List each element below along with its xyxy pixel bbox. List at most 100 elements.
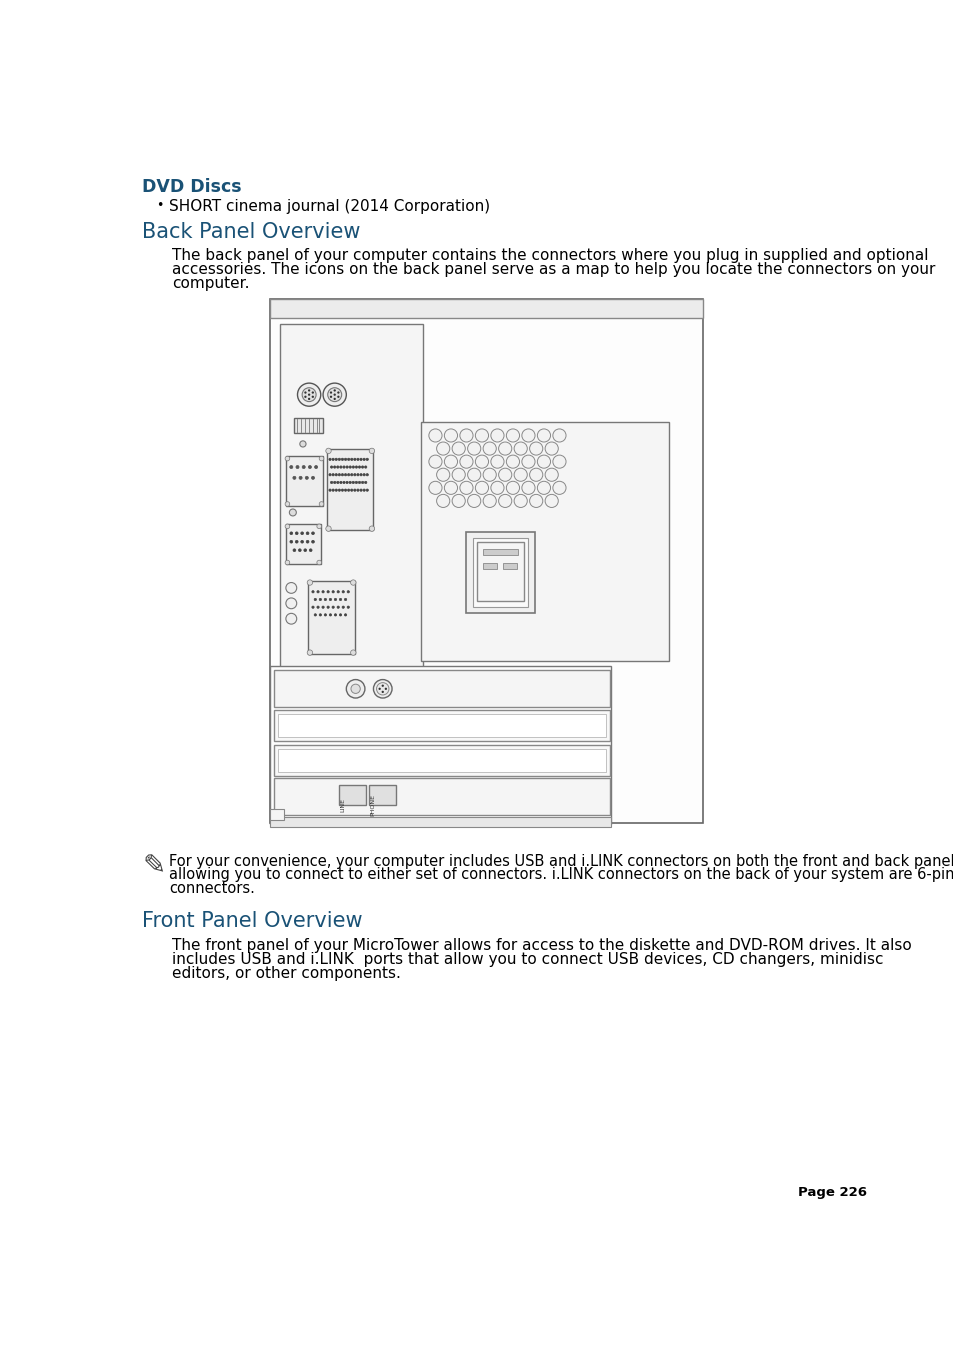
Circle shape — [369, 526, 375, 531]
Circle shape — [332, 489, 334, 492]
Circle shape — [307, 580, 313, 585]
Circle shape — [349, 466, 351, 469]
Circle shape — [491, 428, 503, 442]
Circle shape — [332, 590, 334, 593]
Circle shape — [330, 481, 333, 484]
Circle shape — [506, 428, 519, 442]
Circle shape — [521, 455, 535, 469]
Circle shape — [358, 481, 360, 484]
Circle shape — [316, 607, 319, 608]
Bar — [308, 581, 355, 654]
Bar — [369, 785, 395, 805]
Circle shape — [356, 489, 358, 492]
Circle shape — [381, 690, 383, 693]
Bar — [270, 299, 702, 823]
Circle shape — [359, 474, 362, 476]
Circle shape — [352, 466, 355, 469]
Circle shape — [334, 389, 335, 392]
Circle shape — [295, 466, 298, 469]
Circle shape — [330, 396, 332, 399]
Text: editors, or other components.: editors, or other components. — [172, 966, 400, 981]
Circle shape — [475, 455, 488, 469]
Text: connectors.: connectors. — [169, 881, 254, 896]
Circle shape — [521, 428, 535, 442]
Circle shape — [319, 457, 323, 461]
Circle shape — [498, 442, 511, 455]
Circle shape — [355, 481, 357, 484]
Circle shape — [302, 388, 315, 401]
Text: computer.: computer. — [172, 276, 249, 290]
Text: accessories. The icons on the back panel serve as a map to help you locate the c: accessories. The icons on the back panel… — [172, 262, 934, 277]
Circle shape — [305, 477, 308, 480]
Circle shape — [329, 474, 331, 476]
Circle shape — [312, 607, 314, 608]
Circle shape — [319, 598, 321, 601]
Circle shape — [498, 494, 511, 508]
Circle shape — [309, 549, 312, 551]
Circle shape — [306, 540, 309, 543]
Circle shape — [361, 481, 363, 484]
Circle shape — [341, 458, 343, 461]
Circle shape — [378, 688, 380, 690]
Circle shape — [491, 481, 503, 494]
Circle shape — [306, 532, 309, 535]
Circle shape — [312, 396, 314, 399]
Circle shape — [491, 455, 503, 469]
Bar — [286, 457, 323, 505]
Circle shape — [342, 481, 345, 484]
Bar — [278, 715, 605, 738]
Circle shape — [459, 455, 473, 469]
Circle shape — [347, 474, 350, 476]
Circle shape — [324, 598, 326, 601]
Circle shape — [308, 466, 311, 469]
Circle shape — [366, 458, 368, 461]
Circle shape — [381, 685, 383, 686]
Circle shape — [339, 481, 342, 484]
Circle shape — [334, 466, 335, 469]
Bar — [274, 670, 609, 708]
Circle shape — [336, 607, 339, 608]
Circle shape — [347, 590, 349, 593]
Circle shape — [304, 396, 306, 399]
Circle shape — [544, 494, 558, 508]
Circle shape — [346, 680, 365, 698]
Circle shape — [444, 455, 457, 469]
Circle shape — [429, 481, 441, 494]
Text: For your convenience, your computer includes USB and i.LINK connectors on both t: For your convenience, your computer incl… — [169, 854, 953, 869]
Circle shape — [336, 481, 338, 484]
Circle shape — [304, 392, 306, 393]
Circle shape — [475, 481, 488, 494]
Bar — [274, 778, 609, 815]
Circle shape — [285, 501, 290, 507]
Circle shape — [316, 590, 319, 593]
Circle shape — [285, 561, 290, 565]
Circle shape — [344, 613, 346, 616]
Circle shape — [459, 481, 473, 494]
Text: Front Panel Overview: Front Panel Overview — [142, 911, 363, 931]
Circle shape — [308, 397, 310, 400]
Text: Back Panel Overview: Back Panel Overview — [142, 222, 360, 242]
Circle shape — [286, 613, 296, 624]
Circle shape — [544, 442, 558, 455]
Bar — [274, 744, 609, 775]
Text: PHONE: PHONE — [370, 794, 375, 816]
Circle shape — [329, 613, 332, 616]
Circle shape — [314, 613, 316, 616]
Circle shape — [329, 489, 331, 492]
Bar — [270, 817, 611, 827]
Circle shape — [289, 509, 296, 516]
Circle shape — [514, 469, 527, 481]
Text: allowing you to connect to either set of connectors. i.LINK connectors on the ba: allowing you to connect to either set of… — [169, 867, 953, 882]
Text: Page 226: Page 226 — [798, 1186, 866, 1200]
Circle shape — [293, 477, 295, 480]
Text: DVD Discs: DVD Discs — [142, 177, 242, 196]
Circle shape — [529, 494, 542, 508]
Text: LINE: LINE — [340, 798, 345, 812]
Circle shape — [344, 458, 346, 461]
Circle shape — [544, 469, 558, 481]
Circle shape — [341, 489, 343, 492]
Circle shape — [336, 392, 339, 393]
Circle shape — [334, 598, 336, 601]
Circle shape — [319, 501, 323, 507]
Bar — [482, 549, 517, 555]
